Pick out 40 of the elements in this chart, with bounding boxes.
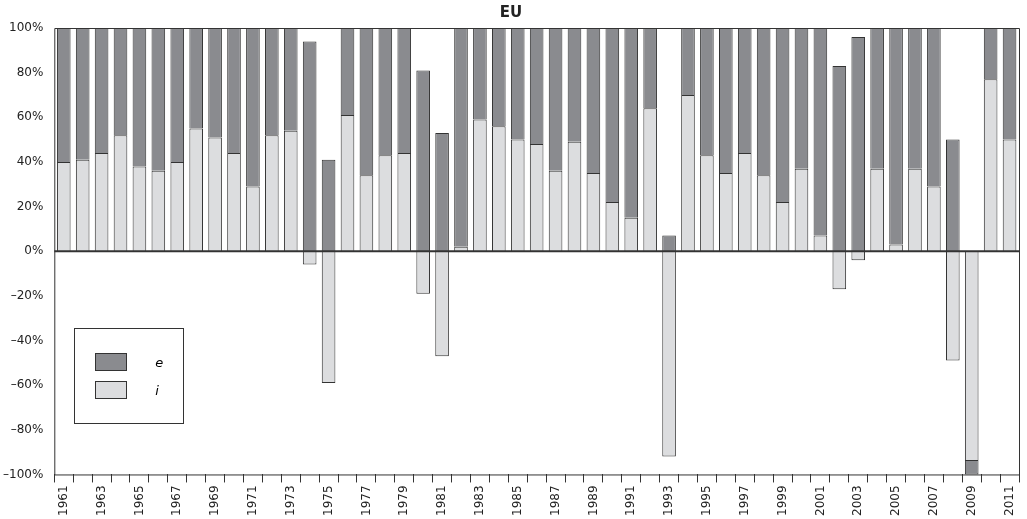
y-tick-label: 0% <box>24 243 44 258</box>
x-tick-label: 1995 <box>699 485 714 517</box>
x-tick-label: 2003 <box>850 485 865 517</box>
x-tick-label: 1977 <box>358 485 373 517</box>
x-tick-label: 2011 <box>1001 485 1016 517</box>
x-tick-label: 1967 <box>169 485 184 517</box>
x-tick-label: 1979 <box>396 485 411 517</box>
x-tick-label: 1961 <box>55 485 70 517</box>
x-tick-label: 1991 <box>623 485 638 517</box>
x-tick-label: 1969 <box>207 485 222 517</box>
y-tick-label: –40% <box>10 332 44 347</box>
x-tick-label: 1975 <box>320 485 335 517</box>
legend-label: i <box>155 382 159 398</box>
x-tick-label: 1987 <box>547 485 562 517</box>
y-tick-label: –80% <box>10 421 44 436</box>
y-tick-label: 60% <box>16 109 44 124</box>
legend-label: e <box>155 354 164 370</box>
x-tick-label: 2009 <box>963 485 978 517</box>
y-tick-label: 100% <box>8 20 44 35</box>
y-tick-label: 20% <box>16 198 44 213</box>
x-tick-label: 1971 <box>245 485 260 517</box>
x-tick-label: 1985 <box>509 485 524 517</box>
y-tick-label: 40% <box>16 154 44 169</box>
x-tick-label: 1965 <box>131 485 146 517</box>
x-tick-label: 1973 <box>282 485 297 517</box>
y-tick-label: –60% <box>10 377 44 392</box>
x-tick-label: 2007 <box>926 485 941 517</box>
x-tick-label: 1963 <box>93 485 108 517</box>
x-tick-label: 1983 <box>472 485 487 517</box>
x-tick-label: 1997 <box>736 485 751 517</box>
x-tick-label: 1989 <box>585 485 600 517</box>
x-tick-label: 2005 <box>888 485 903 517</box>
y-tick-label: 80% <box>16 64 44 79</box>
chart-title: EU <box>499 2 523 21</box>
y-tick-label: –100% <box>2 466 44 481</box>
x-tick-label: 1993 <box>661 485 676 517</box>
x-tick-label: 1999 <box>774 485 789 517</box>
y-tick-label: –20% <box>10 288 44 302</box>
x-tick-label: 1981 <box>434 485 449 517</box>
x-tick-label: 2001 <box>812 485 827 517</box>
